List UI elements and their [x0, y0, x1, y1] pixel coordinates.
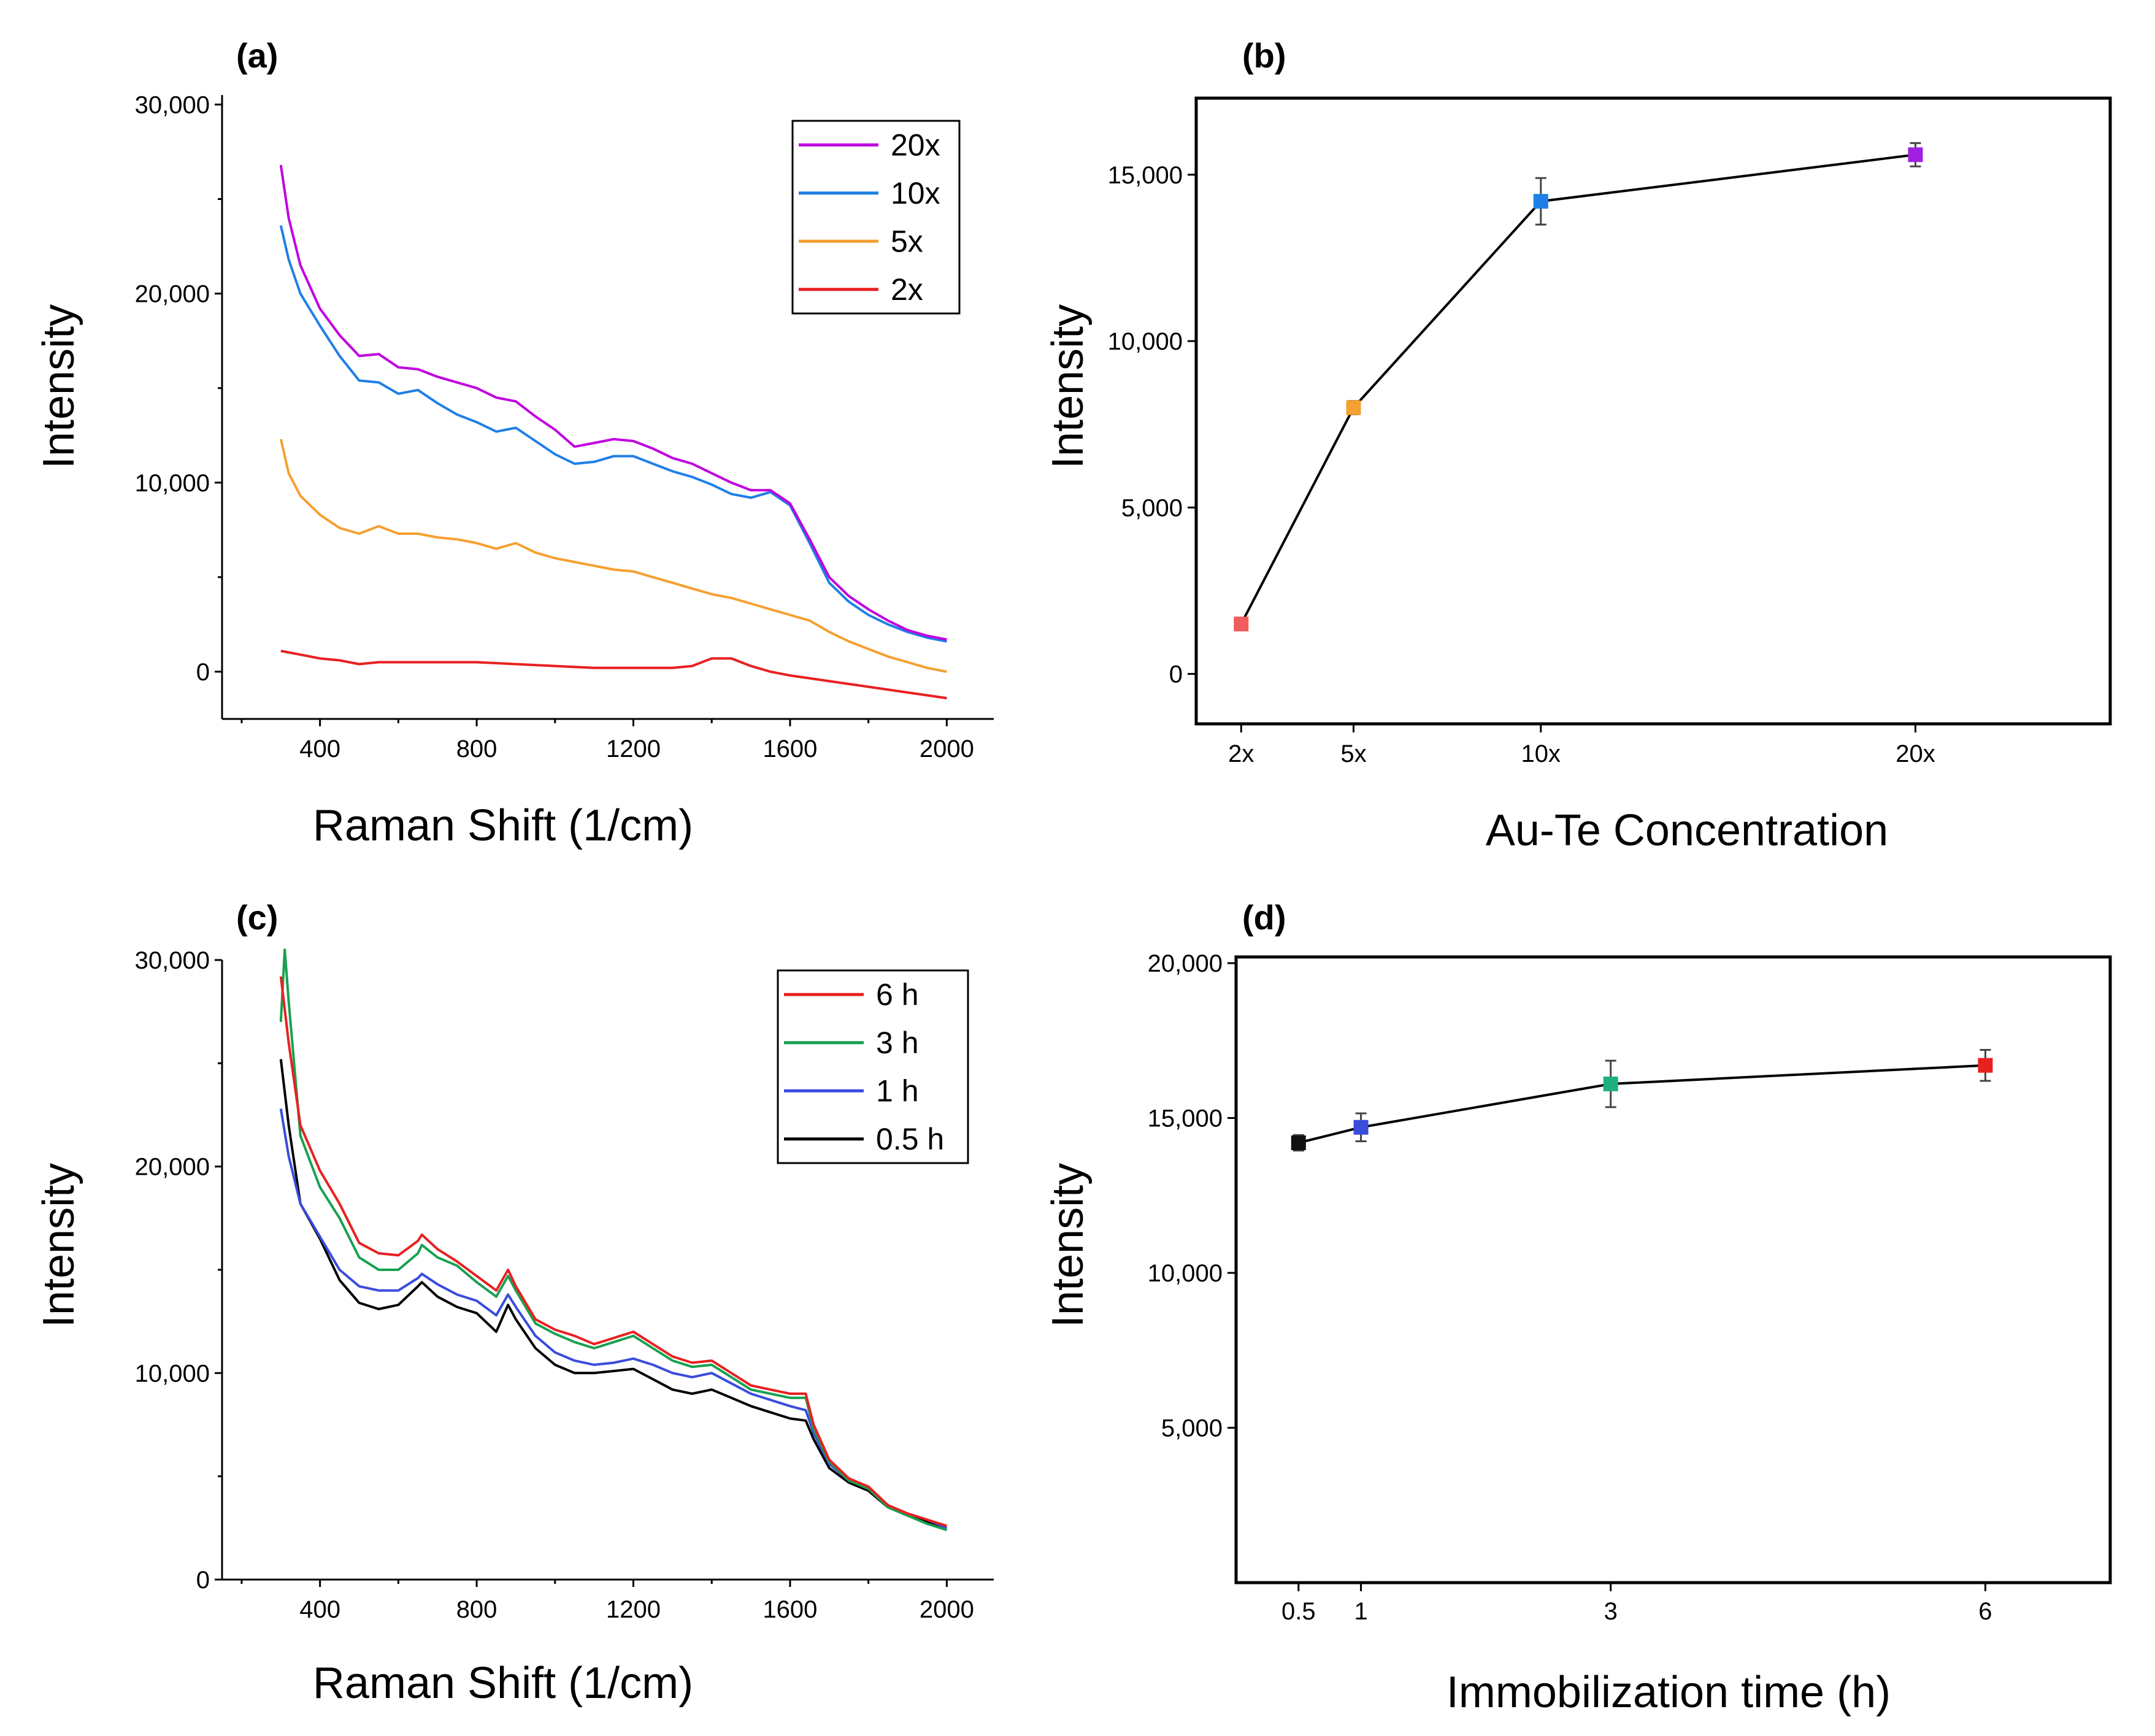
- d-y-tick-label: 15,000: [1148, 1105, 1223, 1132]
- panel-b-y-axis-label: Intensity: [1043, 304, 1093, 469]
- b-x-tick-label: 2x: [1228, 740, 1254, 767]
- d-y-tick-label: 10,000: [1148, 1260, 1223, 1287]
- panel-d-x-axis-label: Immobilization time (h): [1446, 1668, 1891, 1717]
- a-y-tick-label: 10,000: [135, 470, 210, 497]
- d-data-point-3: [1603, 1077, 1618, 1092]
- d-y-tick-label: 5,000: [1161, 1415, 1223, 1442]
- panel-d-label: (d): [1242, 898, 1286, 937]
- a-legend-label: 2x: [891, 272, 923, 307]
- c-y-tick-label: 30,000: [135, 947, 210, 974]
- b-data-point-2x: [1234, 616, 1249, 632]
- c-legend-label: 1 h: [876, 1073, 919, 1108]
- d-data-point-0.5: [1291, 1135, 1306, 1150]
- c-y-tick-label: 10,000: [135, 1360, 210, 1387]
- d-x-tick-label: 3: [1604, 1598, 1618, 1625]
- b-data-point-10x: [1533, 194, 1548, 209]
- d-data-point-6: [1978, 1058, 1993, 1073]
- d-data-point-1: [1353, 1120, 1369, 1135]
- panel-b-label: (b): [1242, 36, 1286, 75]
- c-x-tick-label: 400: [299, 1596, 340, 1623]
- a-y-tick-label: 20,000: [135, 281, 210, 308]
- panel-a-legend: 20x 10x 5x 2x: [791, 120, 961, 315]
- panel-b-intensity-vs-concentration: (b) 0 5,000 10,000 15,000 2x 5x 10x 20x Au-Te …: [1043, 36, 2112, 855]
- b-y-tick-label: 5,000: [1121, 494, 1183, 521]
- panel-a-plot-area: [215, 95, 994, 726]
- panel-a-x-axis-label: Raman Shift (1/cm): [313, 801, 693, 850]
- d-x-tick-label: 0.5: [1281, 1598, 1316, 1625]
- panel-d-frame: [1234, 955, 2112, 1584]
- panel-c-y-tick-labels: 0 10,000 20,000 30,000: [135, 947, 210, 1594]
- c-x-tick-label: 800: [456, 1596, 497, 1623]
- a-legend-label: 5x: [891, 224, 923, 258]
- b-x-tick-label: 5x: [1340, 740, 1366, 767]
- a-legend-box: [791, 120, 961, 315]
- a-series-line-2x: [280, 650, 947, 700]
- panel-a-label: (a): [236, 36, 278, 75]
- b-connecting-line: [1240, 153, 1916, 625]
- c-x-tick-label: 1200: [606, 1596, 661, 1623]
- panel-b-y-tick-labels: 0 5,000 10,000 15,000: [1108, 162, 1183, 688]
- panel-c-label: (c): [236, 898, 278, 937]
- a-x-tick-label: 400: [299, 735, 340, 762]
- a-y-tick-label: 30,000: [135, 91, 210, 118]
- panel-b-plot-area: [1188, 142, 1923, 732]
- b-y-tick-label: 15,000: [1108, 162, 1183, 189]
- panel-c-y-axis-label: Intensity: [34, 1163, 83, 1327]
- panel-d-x-tick-labels: 0.5 1 3 6: [1281, 1598, 1992, 1625]
- panel-c-x-tick-labels: 400 800 1200 1600 2000: [299, 1596, 974, 1623]
- c-x-tick-label: 1600: [763, 1596, 817, 1623]
- c-legend-label: 0.5 h: [876, 1122, 944, 1156]
- c-y-tick-label: 0: [196, 1567, 210, 1594]
- c-legend-label: 6 h: [876, 977, 919, 1012]
- a-legend-label: 10x: [891, 176, 940, 210]
- panel-c-raman-spectra-time: (c) 0 10,000 20,000 30,000 400 800 1200 1600 20…: [34, 898, 994, 1708]
- c-series-line-3h: [279, 948, 948, 1532]
- d-x-tick-label: 6: [1978, 1598, 1992, 1625]
- panel-d-intensity-vs-time: (d) 5,000 10,000 15,000 20,000 0.5 1 3 6 Immob…: [1043, 898, 2112, 1717]
- c-legend-box: [777, 969, 969, 1164]
- panel-d-y-tick-labels: 5,000 10,000 15,000 20,000: [1148, 950, 1223, 1442]
- b-data-point-5x: [1346, 400, 1361, 415]
- c-legend-label: 3 h: [876, 1026, 919, 1060]
- panel-c-plot-area: [215, 948, 994, 1587]
- a-y-tick-label: 0: [196, 659, 210, 686]
- b-x-tick-label: 20x: [1896, 740, 1935, 767]
- a-legend-label: 20x: [891, 128, 940, 162]
- panel-d-plot-area: [1227, 962, 1993, 1591]
- panel-a-x-tick-labels: 400 800 1200 1600 2000: [299, 735, 974, 762]
- panel-a-y-axis-label: Intensity: [34, 304, 83, 469]
- c-y-tick-label: 20,000: [135, 1154, 210, 1181]
- d-y-tick-label: 20,000: [1148, 950, 1223, 977]
- c-series-line-0.5h: [279, 1059, 948, 1532]
- a-series-line-20x: [279, 164, 947, 641]
- a-series-line-5x: [279, 439, 947, 673]
- a-x-tick-label: 800: [456, 735, 497, 762]
- c-x-tick-label: 2000: [920, 1596, 974, 1623]
- panel-b-x-axis-label: Au-Te Concentration: [1486, 806, 1888, 855]
- b-y-tick-label: 0: [1169, 661, 1183, 688]
- b-x-tick-label: 10x: [1521, 740, 1561, 767]
- d-x-tick-label: 1: [1354, 1598, 1367, 1625]
- panel-a-raman-spectra-concentration: (a) 0 10,000 20,000 30,000 400 800 1200 1600 20…: [34, 36, 994, 850]
- c-series-line-6h: [279, 976, 948, 1527]
- a-x-tick-label: 1200: [606, 735, 661, 762]
- panel-b-frame: [1194, 96, 2112, 726]
- a-x-tick-label: 1600: [763, 735, 817, 762]
- panel-c-x-axis-label: Raman Shift (1/cm): [313, 1659, 693, 1708]
- panel-b-x-tick-labels: 2x 5x 10x 20x: [1228, 740, 1935, 767]
- c-series-line-1h: [279, 1108, 948, 1529]
- b-data-point-20x: [1908, 147, 1923, 163]
- d-connecting-line: [1298, 1064, 1986, 1144]
- panel-c-legend: 6 h 3 h 1 h 0.5 h: [777, 969, 969, 1164]
- a-x-tick-label: 2000: [920, 735, 974, 762]
- a-series-line-10x: [279, 225, 947, 643]
- panel-a-y-tick-labels: 0 10,000 20,000 30,000: [135, 91, 210, 686]
- panel-d-y-axis-label: Intensity: [1043, 1163, 1093, 1327]
- b-y-tick-label: 10,000: [1108, 328, 1183, 355]
